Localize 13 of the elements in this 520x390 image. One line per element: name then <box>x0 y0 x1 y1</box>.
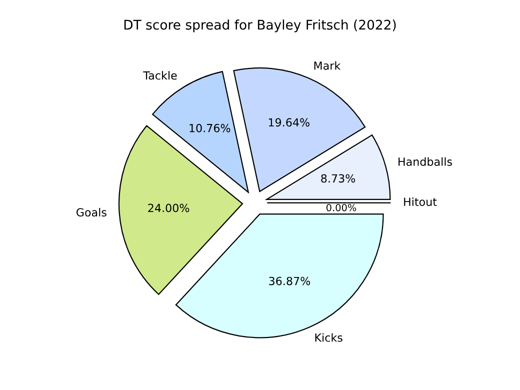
chart-title: DT score spread for Bayley Fritsch (2022) <box>124 20 396 32</box>
slice-label: Mark <box>314 61 341 70</box>
category-label: Hitout <box>404 197 437 206</box>
data-label: 8.73% <box>321 174 356 183</box>
slice-label: Handballs <box>398 157 452 166</box>
text: 0.00% <box>326 204 356 212</box>
slice-label: Kicks <box>315 333 342 342</box>
data-label: 36.87% <box>269 276 310 286</box>
data-label: 19.64% <box>268 118 310 127</box>
data-label: 10.76% <box>190 124 230 132</box>
slice-label: Tackle <box>143 71 177 80</box>
slice-label: Goals <box>76 208 106 217</box>
data-label: 24.00% <box>148 204 190 212</box>
